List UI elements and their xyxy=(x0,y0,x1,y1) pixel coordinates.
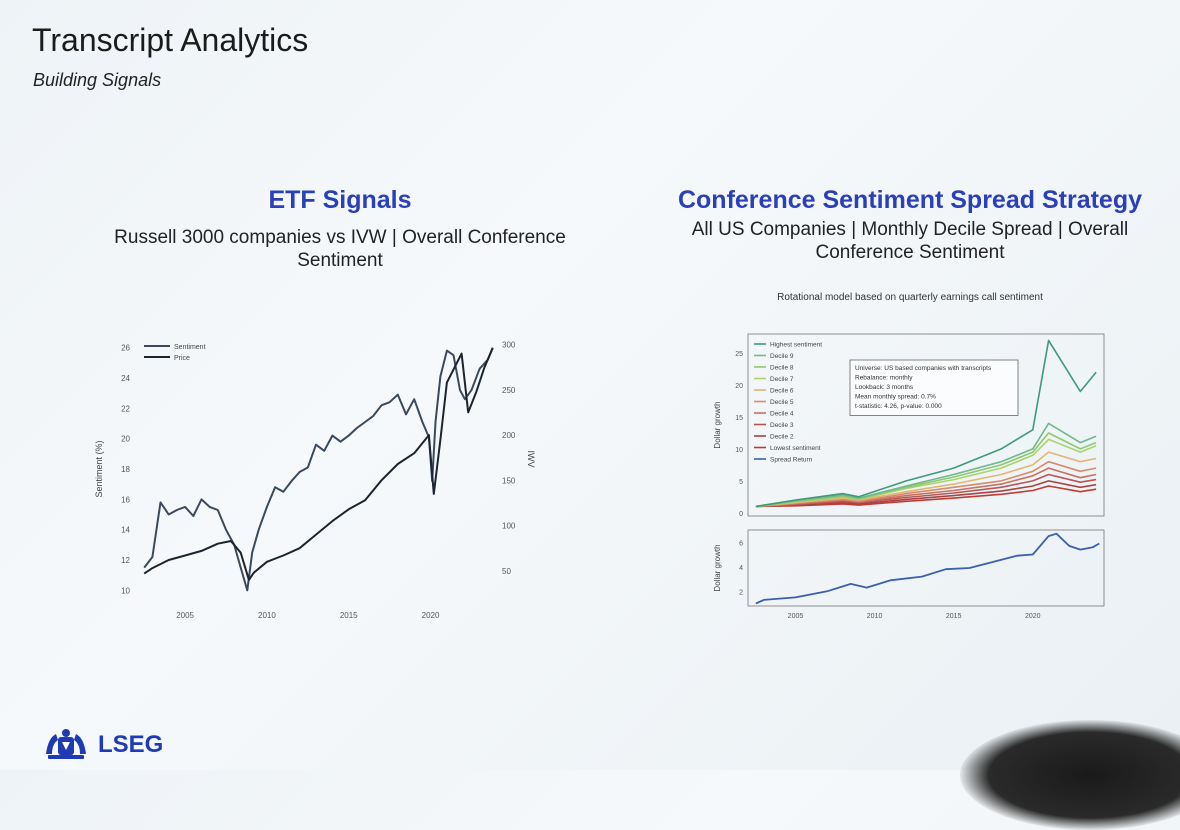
spread-y-tick-label: 6 xyxy=(739,540,743,547)
y2-axis-label: IWV xyxy=(526,451,536,468)
series-line-decile-8 xyxy=(755,432,1097,508)
lseg-crest-icon xyxy=(46,729,86,759)
y-tick-label: 24 xyxy=(121,374,130,383)
chart-title: Rotational model based on quarterly earn… xyxy=(777,292,1043,303)
spread-return-line xyxy=(755,532,1100,605)
legend-label-price: Price xyxy=(174,355,190,362)
y-tick-label: 16 xyxy=(121,495,130,504)
y-tick-label: 5 xyxy=(739,479,743,486)
series-line-decile-9 xyxy=(755,422,1097,508)
y2-tick-label: 200 xyxy=(502,431,516,440)
series-line-decile-6 xyxy=(755,451,1097,508)
stats-annotation-line: Mean monthly spread: 0.7% xyxy=(855,394,936,401)
y-tick-label: 0 xyxy=(739,511,743,518)
y-tick-label: 15 xyxy=(735,415,743,422)
series-line-decile-5 xyxy=(755,460,1097,508)
legend-label: Decile 4 xyxy=(770,411,794,418)
y-tick-label: 20 xyxy=(735,383,743,390)
legend-label: Decile 9 xyxy=(770,353,794,360)
y-tick-label: 22 xyxy=(121,404,130,413)
series-line-highest-sentiment xyxy=(755,339,1097,508)
series-line-lowest-sentiment xyxy=(755,485,1097,508)
stats-annotation-line: t-statistic: 4.26, p-value: 0.000 xyxy=(855,403,942,410)
y2-tick-label: 50 xyxy=(502,567,511,576)
sentiment-spread-chart: Rotational model based on quarterly earn… xyxy=(713,292,1105,620)
x-tick-label: 2005 xyxy=(788,613,804,620)
legend-label: Decile 2 xyxy=(770,434,794,441)
y-tick-label: 14 xyxy=(121,526,130,535)
y-tick-label: 26 xyxy=(121,344,130,353)
legend-label: Decile 6 xyxy=(770,388,794,395)
slide-title: Transcript Analytics xyxy=(32,22,309,58)
legend-label: Decile 8 xyxy=(770,365,794,372)
spread-y-tick-label: 4 xyxy=(739,565,743,572)
y-axis-label: Dollar growth xyxy=(713,401,722,448)
legend-label: Decile 3 xyxy=(770,422,794,429)
slide-subtitle: Building Signals xyxy=(33,70,162,90)
x-tick-label: 2010 xyxy=(867,613,883,620)
y-tick-label: 25 xyxy=(735,351,743,358)
y-tick-label: 10 xyxy=(735,447,743,454)
x-tick-label: 2015 xyxy=(946,613,962,620)
legend-label: Decile 5 xyxy=(770,399,794,406)
y2-tick-label: 300 xyxy=(502,341,516,350)
y-tick-label: 20 xyxy=(121,435,130,444)
spread-y-axis-label: Dollar growth xyxy=(713,544,722,591)
stats-annotation-line: Universe: US based companies with transc… xyxy=(855,365,992,372)
stats-annotation-box xyxy=(849,359,1019,416)
series-line-decile-2 xyxy=(755,480,1097,508)
x-tick-label: 2020 xyxy=(422,611,440,620)
y2-tick-label: 250 xyxy=(502,386,516,395)
y2-tick-label: 100 xyxy=(502,522,516,531)
main-plot-frame xyxy=(747,333,1105,517)
spread-strategy-heading: Conference Sentiment Spread Strategy xyxy=(677,186,1142,214)
y-tick-label: 12 xyxy=(121,556,130,565)
stats-annotation-line: Rebalance: monthly xyxy=(855,375,913,382)
spread-strategy-description: All US Companies | Monthly Decile Spread… xyxy=(691,219,1129,263)
legend-label: Spread Return xyxy=(770,457,813,464)
audience-silhouette xyxy=(960,720,1180,830)
stats-annotation-line: Lookback: 3 months xyxy=(855,384,914,391)
lseg-logo: LSEG xyxy=(42,728,163,762)
etf-signals-description: Russell 3000 companies vs IVW | Overall … xyxy=(114,227,566,271)
legend-label: Lowest sentiment xyxy=(770,445,821,452)
x-tick-label: 2020 xyxy=(1025,613,1041,620)
x-tick-label: 2010 xyxy=(258,611,276,620)
y-axis-label: Sentiment (%) xyxy=(94,440,104,497)
legend-label: Decile 7 xyxy=(770,376,794,383)
legend-label-sentiment: Sentiment xyxy=(174,344,206,351)
x-tick-label: 2015 xyxy=(340,611,358,620)
legend-label: Highest sentiment xyxy=(770,342,822,349)
y-tick-label: 18 xyxy=(121,465,130,474)
y-tick-label: 10 xyxy=(121,586,130,595)
logo-wordmark: LSEG xyxy=(98,731,164,758)
sentiment-series-line xyxy=(143,347,494,592)
x-tick-label: 2005 xyxy=(176,611,194,620)
etf-signals-heading: ETF Signals xyxy=(268,186,412,214)
price-series-line xyxy=(143,347,494,581)
etf-signals-chart: 10 12 14 16 18 20 22 24 26 50 100 150 200 250 300 2005 2… xyxy=(94,341,536,620)
spread-plot-frame xyxy=(747,529,1105,607)
spread-y-tick-label: 2 xyxy=(739,589,743,596)
y2-tick-label: 150 xyxy=(502,476,516,485)
series-line-decile-3 xyxy=(755,473,1097,508)
